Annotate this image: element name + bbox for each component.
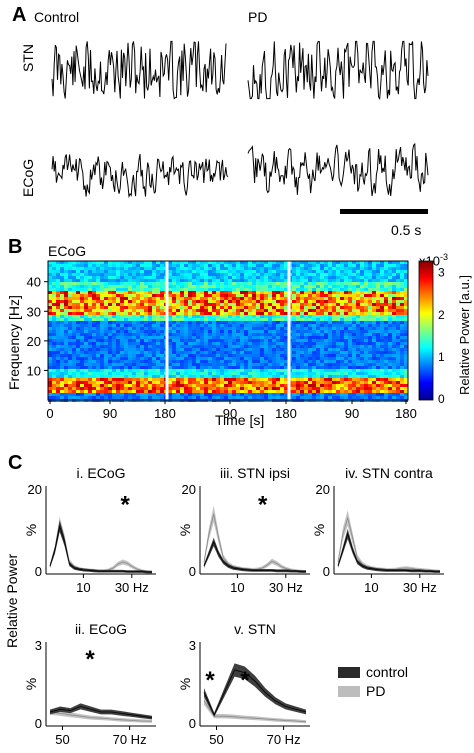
x-tick-label: 10 [364,580,378,595]
series-line-control [337,532,440,572]
series-band-pd [50,709,152,723]
spectrogram-x-ticks: 0 90 180 90 180 90 180 [46,400,417,421]
series-line-control [203,540,306,572]
y-tick-label: 0 [189,716,196,731]
chart-title: iv. STN contra [345,465,433,481]
spectrogram-frame [47,260,409,401]
stn-control-trace [51,40,227,100]
time-tick-label: 90 [223,406,237,421]
colorbar-tick-label: 2 [438,308,445,322]
y-tick-label: 20 [182,482,196,497]
colorbar-tick-label: 3 [438,266,445,280]
scalebar-label: 0.5 s [391,222,422,238]
y-tick-label: 0 [35,716,42,731]
colorbar-tick-label: 1 [438,350,445,364]
spectrum-chart-1: i. ECoG% 20 0 10 30 Hz * [23,465,156,595]
y-axis-unit: % [177,524,193,536]
y-axis-unit: % [23,524,39,536]
significance-star: * [121,491,131,518]
series-band-pd [204,505,306,573]
series-band-pd [338,510,440,573]
panel-c-letter: C [8,452,23,474]
y-axis-unit: % [23,678,39,690]
legend-swatch-control [338,667,360,678]
significance-star: * [240,667,250,694]
spectrum-chart-3: iv. STN contra% 20 0 10 30 Hz [311,465,444,595]
chart-title: iii. STN ipsi [220,465,290,481]
y-axis-unit: % [311,524,327,536]
significance-star: * [258,491,268,518]
time-axis-label: Time [s] [215,412,265,428]
time-tick-label: 180 [154,406,176,421]
series-band-control [204,537,306,573]
chart-title: ii. ECoG [75,621,127,637]
frequency-tick-label: 40 [27,275,41,290]
frequency-tick-label: 30 [27,304,41,319]
pd-column-label: PD [248,9,268,25]
time-tick-label: 0 [46,406,53,421]
x-tick-label: 50 [55,732,69,747]
control-column-label: Control [34,9,80,25]
y-tick-label: 20 [316,482,330,497]
y-tick-label: 3 [35,638,42,653]
series-line-control [203,669,307,716]
panel-a-letter: A [12,4,27,26]
x-tick-label: 50 [209,732,223,747]
legend-label-pd: PD [366,683,386,699]
series-line-pd [203,700,307,723]
y-tick-label: 0 [189,564,196,579]
x-tick-label: 10 [230,580,244,595]
time-tick-label: 90 [103,406,117,421]
y-tick-label: 0 [323,564,330,579]
colorbar-tick-label: 0 [438,392,445,406]
y-tick-label: 0 [35,564,42,579]
frequency-tick-label: 20 [27,334,41,349]
series-line-control [49,705,153,718]
time-tick-label: 90 [345,406,359,421]
chart-title: i. ECoG [76,465,125,481]
chart-title: v. STN [234,621,276,637]
series-line-control [49,525,152,573]
y-tick-label: 20 [28,482,42,497]
time-tick-label: 180 [275,406,297,421]
frequency-tick-label: 10 [27,363,41,378]
x-tick-label: 70 Hz [267,732,301,747]
spectrogram-y-ticks: 40 30 20 10 [27,275,48,378]
x-tick-label: 30 Hz [115,580,149,595]
x-tick-label: 70 Hz [113,732,147,747]
x-tick-label: 10 [76,580,90,595]
significance-star: * [205,667,215,694]
series-band-control [338,528,440,573]
series-band-control [204,663,306,717]
series-line-pd [49,711,153,722]
x-tick-label: 30 Hz [403,580,437,595]
ecog-pd-trace [247,142,429,197]
colorbar-ticks: 3 2 1 0 [438,266,445,406]
time-scalebar [340,209,428,214]
colorbar [418,260,434,401]
y-axis-unit: % [177,678,193,690]
ecog-control-trace [51,153,229,199]
legend-label-control: control [366,664,409,680]
y-tick-label: 3 [189,638,196,653]
significance-star: * [85,646,95,673]
series-band-control [50,703,152,720]
panel-b-letter: B [8,236,23,258]
legend-swatch-pd [338,686,360,697]
spectrogram-title: ECoG [48,243,87,259]
time-tick-label: 180 [395,406,417,421]
series-band-control [50,520,152,574]
x-tick-label: 30 Hz [269,580,303,595]
spectrum-chart-2: iii. STN ipsi% 20 0 10 30 Hz * [177,465,310,595]
stn-pd-trace [247,40,429,100]
